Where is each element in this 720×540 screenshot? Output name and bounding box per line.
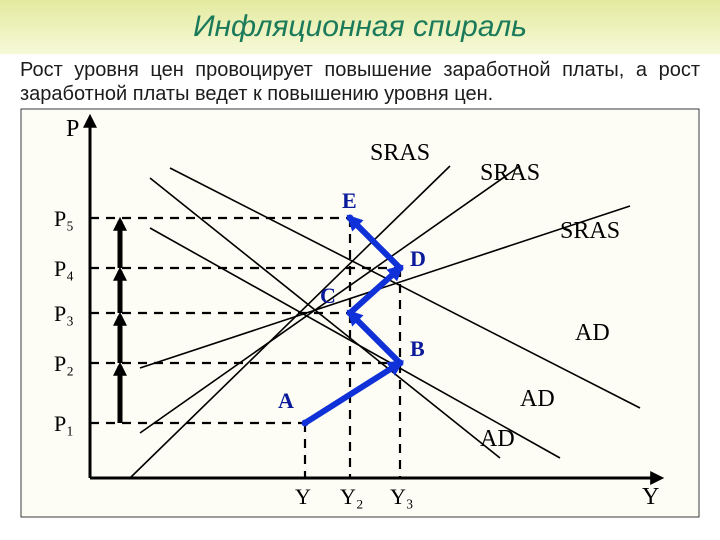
description-text: Рост уровня цен провоцирует повышение за…	[20, 58, 700, 106]
equilibrium-point	[302, 420, 309, 427]
y-tick-label: P₅	[54, 206, 74, 231]
sras-label: SRAS	[480, 160, 540, 186]
y-axis-label: P	[66, 116, 79, 142]
ad-label: AD	[520, 386, 555, 412]
y-tick-label: P₂	[54, 351, 74, 376]
equilibrium-point	[397, 265, 404, 272]
x-tick-label: Y₃	[390, 484, 414, 509]
sras-label: SRAS	[370, 140, 430, 166]
equilibrium-point	[347, 310, 354, 317]
header-bar: Инфляционная спираль	[0, 0, 720, 54]
point-label: E	[342, 188, 357, 213]
y-tick-label: P₄	[54, 256, 74, 281]
inflation-spiral-diagram: PYP₅P₄P₃P₂P₁YY₂Y₃SRASSRASSRASADADADABCDE	[20, 108, 700, 518]
x-tick-label: Y₂	[340, 484, 364, 509]
x-axis-label: Y	[642, 484, 659, 510]
equilibrium-point	[397, 360, 404, 367]
sras-label: SRAS	[560, 218, 620, 244]
page-title: Инфляционная спираль	[193, 10, 527, 44]
ad-label: AD	[575, 320, 610, 346]
point-label: C	[320, 283, 336, 308]
point-label: D	[410, 246, 426, 271]
chart-container: PYP₅P₄P₃P₂P₁YY₂Y₃SRASSRASSRASADADADABCDE	[20, 108, 700, 528]
y-tick-label: P₁	[54, 411, 74, 436]
y-tick-label: P₃	[54, 301, 74, 326]
point-label: B	[410, 336, 425, 361]
x-tick-label: Y	[295, 484, 311, 509]
equilibrium-point	[347, 215, 354, 222]
point-label: A	[278, 388, 294, 413]
